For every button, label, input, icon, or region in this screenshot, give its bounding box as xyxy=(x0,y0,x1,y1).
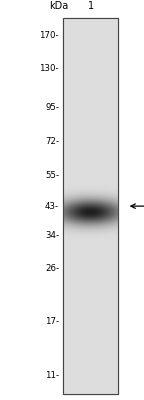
Text: 95-: 95- xyxy=(45,103,59,112)
Text: 11-: 11- xyxy=(45,371,59,380)
Text: 55-: 55- xyxy=(45,171,59,180)
Text: 130-: 130- xyxy=(39,64,59,73)
Bar xyxy=(63,18,118,394)
Bar xyxy=(63,18,118,394)
Text: 72-: 72- xyxy=(45,138,59,146)
Text: 17-: 17- xyxy=(45,317,59,326)
Text: 170-: 170- xyxy=(39,30,59,40)
Text: 1: 1 xyxy=(88,1,94,11)
Text: 26-: 26- xyxy=(45,264,59,273)
Text: kDa: kDa xyxy=(49,1,68,11)
Text: 43-: 43- xyxy=(45,202,59,211)
Text: 34-: 34- xyxy=(45,231,59,240)
